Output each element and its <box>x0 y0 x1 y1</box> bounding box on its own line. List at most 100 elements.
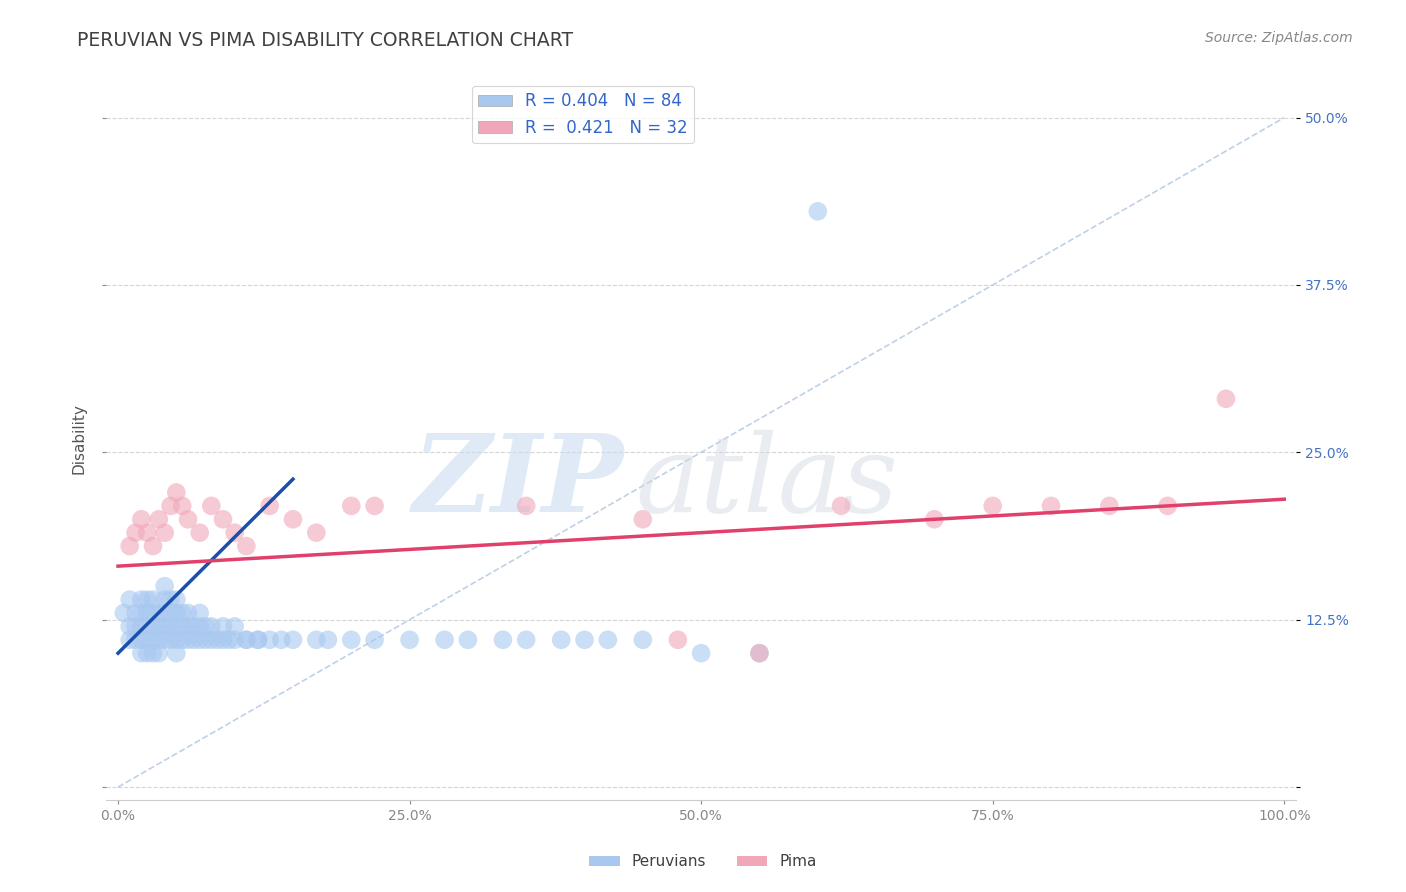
Point <box>1098 499 1121 513</box>
Point <box>131 632 153 647</box>
Point <box>124 606 146 620</box>
Point <box>136 592 159 607</box>
Point <box>159 499 181 513</box>
Point <box>124 632 146 647</box>
Point <box>124 525 146 540</box>
Point <box>316 632 339 647</box>
Point <box>153 525 176 540</box>
Point <box>131 512 153 526</box>
Point <box>188 632 211 647</box>
Point <box>259 632 281 647</box>
Point <box>124 619 146 633</box>
Point <box>194 632 217 647</box>
Point <box>165 619 187 633</box>
Point <box>172 632 194 647</box>
Point <box>142 619 165 633</box>
Point <box>235 539 257 553</box>
Point <box>924 512 946 526</box>
Point <box>153 592 176 607</box>
Point <box>188 619 211 633</box>
Point <box>305 632 328 647</box>
Point <box>183 632 205 647</box>
Point <box>807 204 830 219</box>
Point <box>200 632 222 647</box>
Point <box>574 632 596 647</box>
Point <box>1156 499 1178 513</box>
Point <box>142 646 165 660</box>
Point <box>340 499 363 513</box>
Point <box>690 646 713 660</box>
Point <box>235 632 257 647</box>
Point <box>136 646 159 660</box>
Point <box>165 485 187 500</box>
Point <box>148 619 170 633</box>
Point <box>112 606 135 620</box>
Point <box>153 632 176 647</box>
Point <box>118 632 141 647</box>
Point <box>212 632 235 647</box>
Point <box>433 632 456 647</box>
Point <box>142 606 165 620</box>
Point <box>165 646 187 660</box>
Point <box>148 646 170 660</box>
Point <box>305 525 328 540</box>
Point <box>118 619 141 633</box>
Point <box>142 592 165 607</box>
Point <box>136 632 159 647</box>
Point <box>398 632 420 647</box>
Point <box>281 632 304 647</box>
Point <box>148 606 170 620</box>
Legend: R = 0.404   N = 84, R =  0.421   N = 32: R = 0.404 N = 84, R = 0.421 N = 32 <box>471 86 695 144</box>
Point <box>340 632 363 647</box>
Point <box>200 619 222 633</box>
Legend: Peruvians, Pima: Peruvians, Pima <box>583 848 823 875</box>
Point <box>188 606 211 620</box>
Point <box>492 632 515 647</box>
Point <box>118 592 141 607</box>
Point <box>1215 392 1237 406</box>
Point <box>142 539 165 553</box>
Point <box>165 592 187 607</box>
Point <box>235 632 257 647</box>
Text: Source: ZipAtlas.com: Source: ZipAtlas.com <box>1205 31 1353 45</box>
Point <box>131 619 153 633</box>
Point <box>246 632 269 647</box>
Point <box>153 619 176 633</box>
Point <box>270 632 292 647</box>
Point <box>194 619 217 633</box>
Y-axis label: Disability: Disability <box>72 403 86 475</box>
Point <box>205 632 228 647</box>
Point <box>200 499 222 513</box>
Point <box>631 632 654 647</box>
Point <box>550 632 572 647</box>
Point <box>172 619 194 633</box>
Point <box>224 619 246 633</box>
Point <box>172 606 194 620</box>
Point <box>212 619 235 633</box>
Text: ZIP: ZIP <box>412 429 624 535</box>
Point <box>159 606 181 620</box>
Point <box>224 525 246 540</box>
Point <box>159 619 181 633</box>
Text: atlas: atlas <box>636 430 898 535</box>
Point <box>131 592 153 607</box>
Point <box>515 632 537 647</box>
Point <box>136 619 159 633</box>
Point <box>177 632 200 647</box>
Point <box>148 512 170 526</box>
Point <box>172 499 194 513</box>
Point <box>183 619 205 633</box>
Point <box>596 632 619 647</box>
Point <box>153 579 176 593</box>
Point <box>136 606 159 620</box>
Point <box>631 512 654 526</box>
Point <box>153 606 176 620</box>
Point <box>136 525 159 540</box>
Point <box>981 499 1004 513</box>
Point <box>218 632 240 647</box>
Text: PERUVIAN VS PIMA DISABILITY CORRELATION CHART: PERUVIAN VS PIMA DISABILITY CORRELATION … <box>77 31 574 50</box>
Point <box>748 646 770 660</box>
Point <box>165 632 187 647</box>
Point <box>259 499 281 513</box>
Point <box>177 512 200 526</box>
